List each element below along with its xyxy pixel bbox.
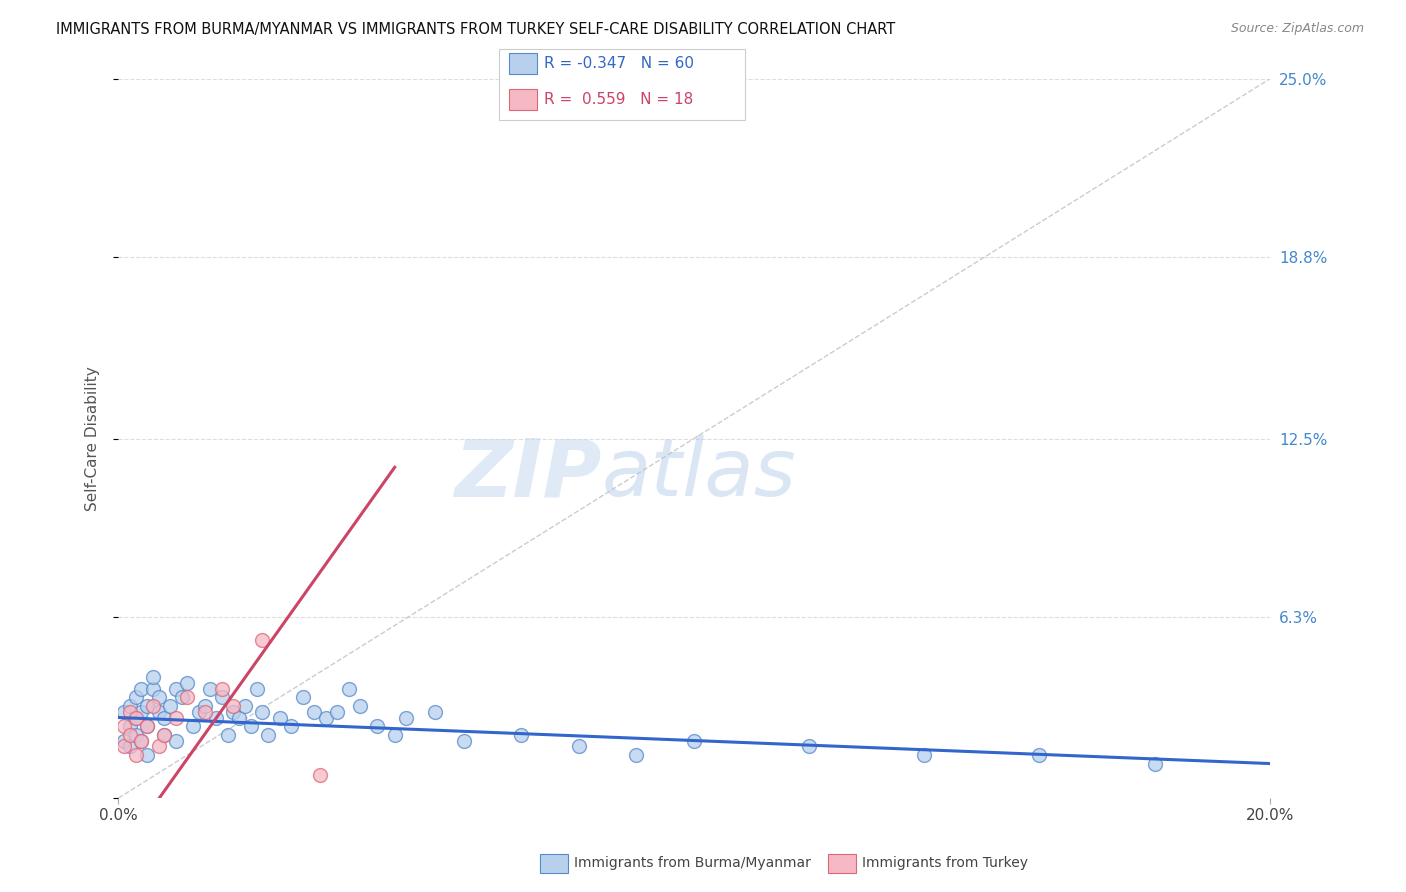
Point	[626, 747, 648, 762]
Point	[222, 699, 245, 714]
Point	[159, 699, 181, 714]
Text: atlas: atlas	[602, 435, 797, 514]
Point	[118, 705, 141, 719]
Point	[148, 690, 170, 705]
Point	[245, 681, 267, 696]
Point	[252, 632, 274, 647]
Point	[124, 728, 146, 742]
Point	[176, 690, 198, 705]
Point	[423, 705, 446, 719]
Point	[118, 739, 141, 754]
Point	[118, 728, 141, 742]
Point	[153, 728, 176, 742]
Text: Source: ZipAtlas.com: Source: ZipAtlas.com	[1230, 22, 1364, 36]
Point	[384, 728, 406, 742]
Point	[349, 699, 371, 714]
Point	[118, 699, 141, 714]
Point	[165, 710, 187, 724]
Point	[124, 747, 146, 762]
Point	[176, 676, 198, 690]
Text: Immigrants from Turkey: Immigrants from Turkey	[862, 855, 1028, 870]
Point	[453, 733, 475, 747]
Point	[1028, 747, 1050, 762]
Text: IMMIGRANTS FROM BURMA/MYANMAR VS IMMIGRANTS FROM TURKEY SELF-CARE DISABILITY COR: IMMIGRANTS FROM BURMA/MYANMAR VS IMMIGRA…	[56, 22, 896, 37]
Point	[315, 710, 337, 724]
Point	[153, 728, 176, 742]
Text: R = -0.347   N = 60: R = -0.347 N = 60	[544, 56, 695, 71]
Point	[797, 739, 820, 754]
Point	[510, 728, 533, 742]
Point	[165, 681, 187, 696]
Point	[124, 710, 146, 724]
Point	[142, 699, 165, 714]
Point	[153, 710, 176, 724]
Point	[239, 719, 262, 733]
Point	[136, 719, 159, 733]
Point	[222, 705, 245, 719]
Point	[366, 719, 388, 733]
Point	[568, 739, 591, 754]
Point	[112, 705, 135, 719]
Point	[683, 733, 706, 747]
Point	[291, 690, 314, 705]
Text: ZIP: ZIP	[454, 435, 602, 514]
Point	[395, 710, 418, 724]
Text: R =  0.559   N = 18: R = 0.559 N = 18	[544, 92, 693, 107]
Point	[302, 705, 325, 719]
Point	[337, 681, 360, 696]
Point	[211, 690, 233, 705]
Point	[187, 705, 209, 719]
Point	[200, 681, 222, 696]
Point	[131, 733, 153, 747]
Point	[233, 699, 256, 714]
Point	[118, 719, 141, 733]
Y-axis label: Self-Care Disability: Self-Care Disability	[86, 366, 100, 511]
Point	[912, 747, 935, 762]
Point	[131, 705, 153, 719]
Point	[269, 710, 291, 724]
Point	[228, 710, 250, 724]
Point	[131, 733, 153, 747]
Point	[326, 705, 349, 719]
Text: Immigrants from Burma/Myanmar: Immigrants from Burma/Myanmar	[574, 855, 810, 870]
Point	[148, 705, 170, 719]
Point	[205, 710, 228, 724]
Point	[280, 719, 302, 733]
Point	[257, 728, 280, 742]
Point	[170, 690, 193, 705]
Point	[131, 681, 153, 696]
Point	[112, 733, 135, 747]
Point	[1143, 756, 1166, 771]
Point	[148, 739, 170, 754]
Point	[136, 719, 159, 733]
Point	[181, 719, 204, 733]
Point	[142, 681, 165, 696]
Point	[136, 747, 159, 762]
Point	[217, 728, 239, 742]
Point	[165, 733, 187, 747]
Point	[124, 710, 146, 724]
Point	[112, 739, 135, 754]
Point	[136, 699, 159, 714]
Point	[211, 681, 233, 696]
Point	[112, 719, 135, 733]
Point	[194, 705, 217, 719]
Point	[308, 768, 330, 782]
Point	[142, 670, 165, 684]
Point	[194, 699, 217, 714]
Point	[124, 690, 146, 705]
Point	[252, 705, 274, 719]
